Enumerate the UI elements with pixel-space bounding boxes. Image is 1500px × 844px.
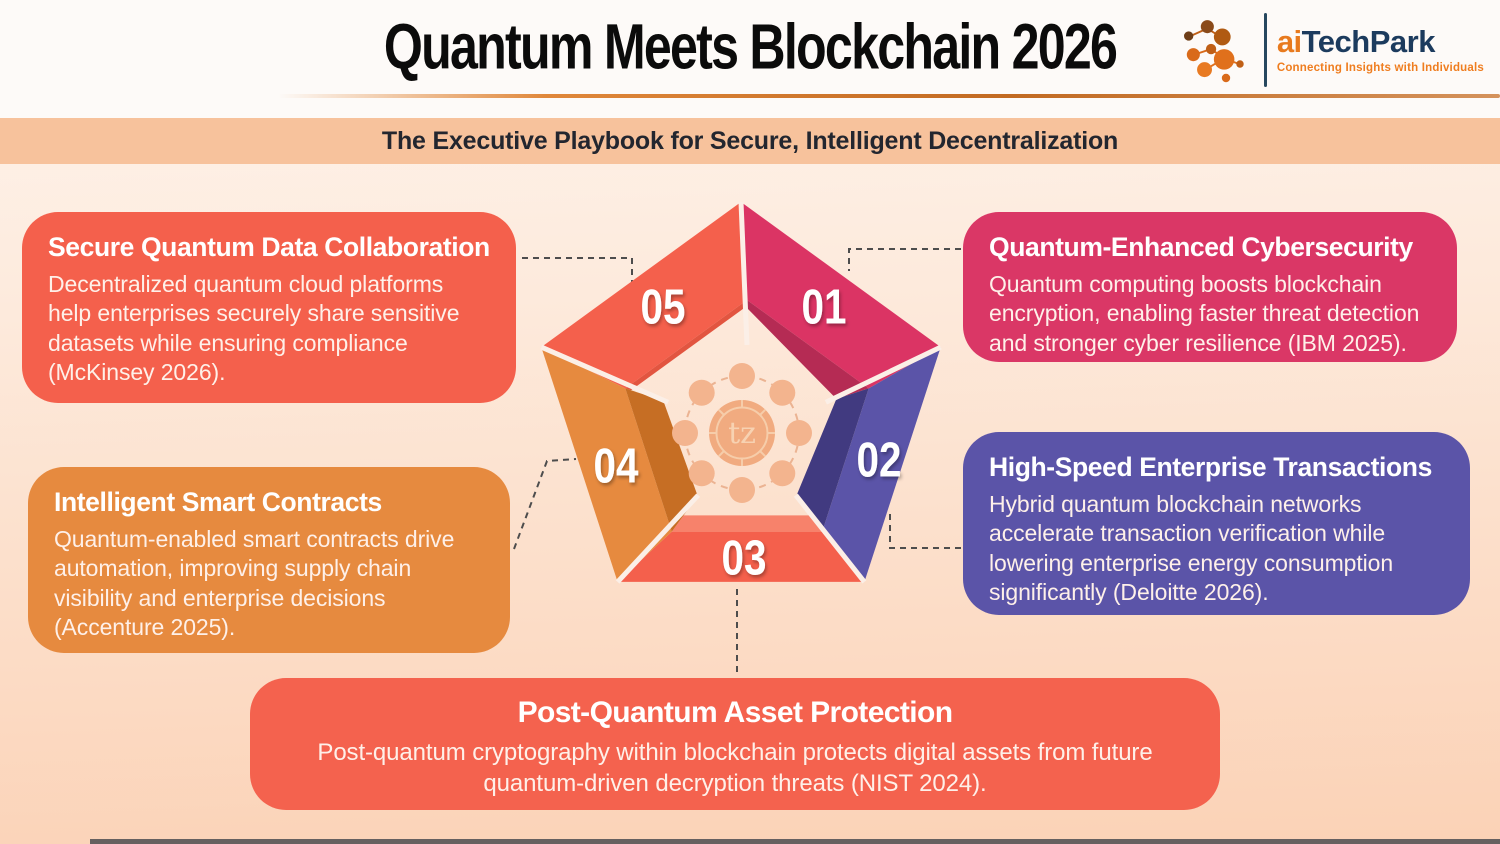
logo-wordmark: aiTechPark [1277, 26, 1484, 57]
page-title: Quantum Meets Blockchain 2026 [383, 11, 1118, 83]
segment-number-02: 02 [856, 433, 901, 487]
pentagon-bevel-03 [671, 515, 823, 532]
pentagon-bevel-01 [747, 300, 869, 399]
pentagon-segment-04 [541, 347, 672, 582]
card-title: Secure Quantum Data Collaboration [48, 232, 490, 262]
connector-speed [889, 514, 961, 549]
tz-glyph: tz [728, 416, 756, 451]
header: Quantum Meets Blockchain 2026 aiTechPark… [0, 0, 1500, 118]
connector-cyber [848, 248, 961, 271]
pentagon-segment-05 [541, 202, 747, 389]
card-title: High-Speed Enterprise Transactions [989, 452, 1432, 482]
bottom-accent-bar [90, 839, 1500, 844]
segment-number-04: 04 [593, 439, 638, 493]
pentagon-segment-03 [617, 531, 865, 582]
card-secure-quantum-data-collaboration: Secure Quantum Data Collaboration Decent… [22, 212, 516, 403]
logo-divider [1263, 13, 1267, 87]
tezos-coin-icon: tz [709, 400, 775, 466]
aitechpark-logo: aiTechPark Connecting Insights with Indi… [1170, 6, 1484, 94]
tezos-coin-network-icon: tz [672, 363, 812, 503]
card-body: Post-quantum cryptography within blockch… [317, 739, 1153, 797]
logo-ai: ai [1276, 23, 1302, 59]
logo-rest: TechPark [1301, 23, 1436, 59]
card-quantum-enhanced-cybersecurity: Quantum-Enhanced Cybersecurity Quantum c… [963, 212, 1457, 362]
card-post-quantum-asset-protection: Post-Quantum Asset Protection Post-quant… [250, 678, 1220, 810]
card-title: Intelligent Smart Contracts [54, 487, 382, 517]
card-title: Post-Quantum Asset Protection [517, 696, 953, 729]
card-body: Hybrid quantum blockchain networks accel… [989, 491, 1394, 606]
pentagon-bevel-05 [625, 300, 747, 391]
subtitle-banner: The Executive Playbook for Secure, Intel… [0, 118, 1500, 164]
title-divider [278, 94, 1500, 98]
network-ring-icon [684, 375, 800, 491]
network-dots-icon [672, 363, 812, 503]
segment-number-01: 01 [801, 280, 846, 334]
logo-tagline: Connecting Insights with Individuals [1276, 61, 1484, 74]
card-body: Quantum-enabled smart contracts drive au… [54, 526, 455, 641]
connector-secure [522, 257, 633, 284]
pentagon-bevel-04 [625, 388, 698, 532]
card-high-speed-enterprise-transactions: High-Speed Enterprise Transactions Hybri… [963, 432, 1470, 615]
pentagon-segment-01 [741, 202, 941, 389]
connector-smart [513, 458, 577, 550]
segment-number-03: 03 [721, 531, 766, 585]
pentagon-bevel-02 [796, 388, 869, 532]
card-body: Quantum computing boosts blockchain encr… [989, 271, 1420, 356]
card-intelligent-smart-contracts: Intelligent Smart Contracts Quantum-enab… [28, 467, 510, 653]
segment-number-05: 05 [640, 280, 685, 334]
molecule-logo-icon [1183, 20, 1244, 83]
card-title: Quantum-Enhanced Cybersecurity [989, 232, 1413, 262]
pentagon-segment-02 [822, 347, 941, 582]
card-body: Decentralized quantum cloud platforms he… [48, 271, 460, 386]
